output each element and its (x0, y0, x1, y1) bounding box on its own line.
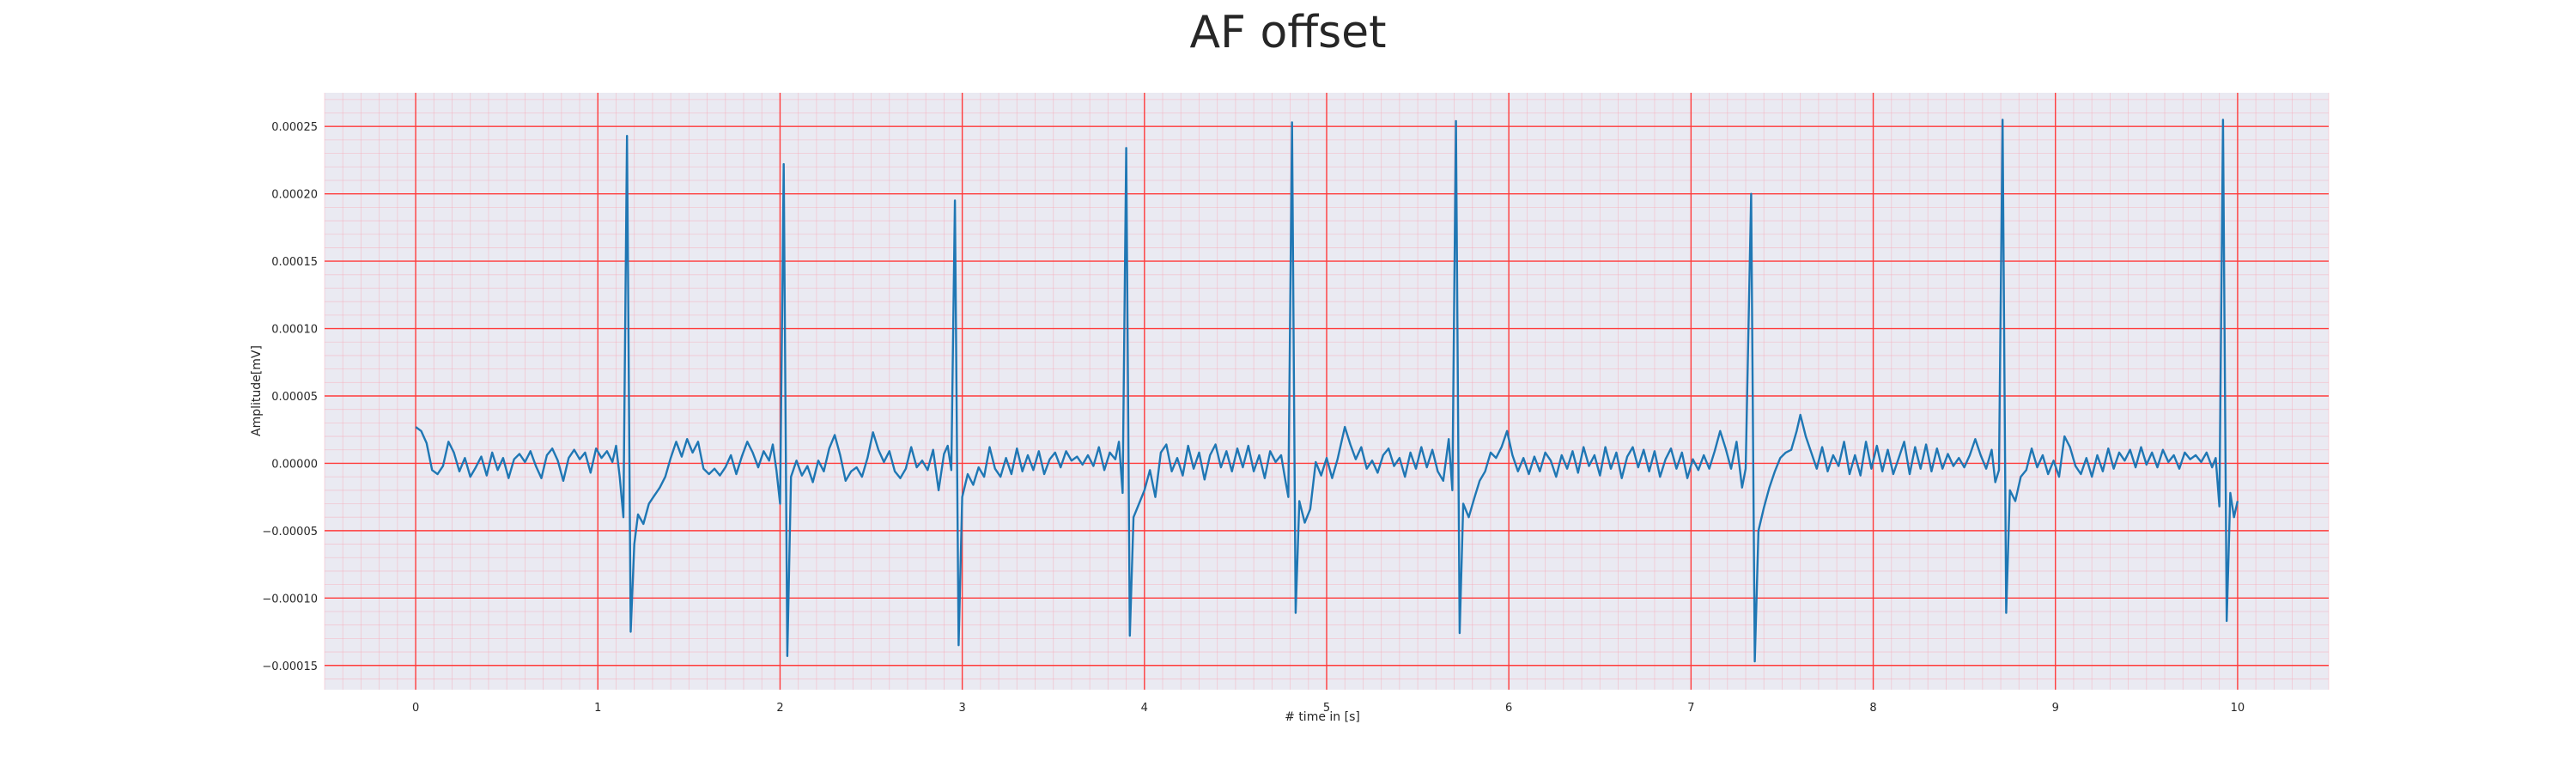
y-tick-label: −0.00015 (262, 660, 318, 673)
x-tick-label: 3 (958, 702, 965, 715)
x-tick-label: 9 (2052, 702, 2059, 715)
major-grid (325, 93, 2329, 690)
y-tick-label: 0.00005 (271, 391, 318, 404)
y-tick-label: 0.00000 (271, 458, 318, 471)
x-tick-label: 8 (1869, 702, 1876, 715)
x-tick-label: 5 (1323, 702, 1330, 715)
y-axis-label: Amplitude[mV] (250, 345, 264, 436)
y-tick-label: 0.00015 (271, 256, 318, 269)
y-axis-ticks: −0.00015 −0.00010 −0.00005 0.00000 0.00005 0.… (262, 121, 318, 673)
y-tick-label: −0.00005 (262, 526, 318, 539)
x-tick-label: 7 (1687, 702, 1694, 715)
chart-title: AF offset (1189, 7, 1387, 58)
y-tick-label: 0.00025 (271, 121, 318, 134)
x-tick-label: 2 (776, 702, 783, 715)
y-tick-label: 0.00010 (271, 324, 318, 337)
x-axis-ticks: 0 1 2 3 4 5 6 7 8 9 10 (412, 702, 2245, 715)
signal-line (415, 119, 2239, 663)
x-tick-label: 0 (412, 702, 419, 715)
x-tick-label: 6 (1505, 702, 1512, 715)
x-tick-label: 4 (1141, 702, 1148, 715)
y-tick-label: −0.00010 (262, 593, 318, 606)
x-tick-label: 10 (2231, 702, 2245, 715)
y-tick-label: 0.00020 (271, 189, 318, 202)
x-tick-label: 1 (594, 702, 601, 715)
x-axis-label: # time in [s] (1285, 710, 1360, 724)
